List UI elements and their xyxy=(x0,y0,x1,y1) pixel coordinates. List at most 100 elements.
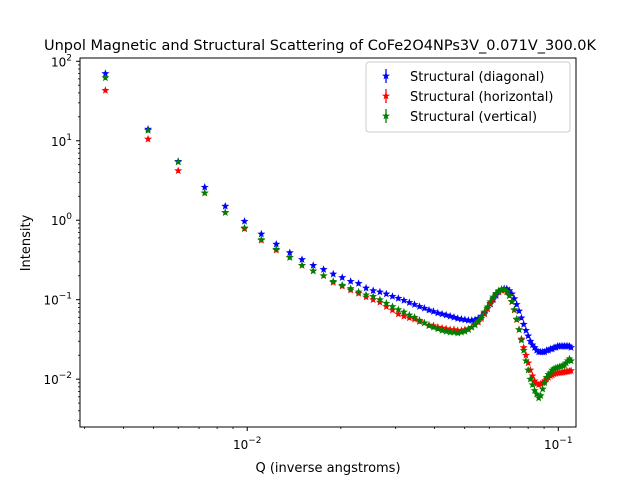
data-point xyxy=(515,306,524,315)
data-point xyxy=(467,323,476,331)
data-point xyxy=(528,380,537,389)
data-point xyxy=(471,315,480,324)
data-point xyxy=(530,376,539,385)
data-point xyxy=(433,324,442,333)
x-axis: 10−2 10−1 xyxy=(84,427,573,452)
data-point xyxy=(298,261,306,269)
data-point xyxy=(492,289,501,297)
data-point xyxy=(405,310,414,319)
legend-label: Structural (vertical) xyxy=(410,110,537,125)
data-point xyxy=(338,273,347,281)
data-point xyxy=(399,296,408,304)
chart-title: Unpol Magnetic and Structural Scattering… xyxy=(44,38,597,54)
data-point xyxy=(362,283,371,292)
data-point xyxy=(565,354,574,363)
data-point xyxy=(438,309,447,318)
data-point xyxy=(394,294,403,302)
data-point xyxy=(524,365,533,374)
data-point xyxy=(221,202,230,210)
legend: Structural (diagonal) Structural (horizon… xyxy=(365,61,571,133)
data-point xyxy=(464,316,473,324)
data-point xyxy=(524,358,533,367)
x-axis-label: Q (inverse angstroms) xyxy=(255,461,400,476)
data-point xyxy=(257,229,266,238)
data-point xyxy=(512,300,521,308)
data-point xyxy=(394,305,403,314)
data-point xyxy=(101,86,110,94)
data-point xyxy=(429,323,438,331)
data-point xyxy=(519,346,528,354)
data-point xyxy=(507,289,516,298)
data-point xyxy=(240,217,249,225)
data-point xyxy=(420,318,429,327)
data-point xyxy=(530,386,539,394)
series-2 xyxy=(101,73,576,402)
data-point xyxy=(174,157,183,166)
data-point xyxy=(425,305,433,314)
data-point xyxy=(382,289,391,298)
data-point xyxy=(410,313,419,321)
data-point xyxy=(521,351,530,359)
data-point xyxy=(567,343,576,351)
data-point xyxy=(101,73,110,82)
data-point xyxy=(415,316,424,324)
data-point xyxy=(285,248,294,257)
plot-frame xyxy=(79,57,577,428)
data-point xyxy=(309,266,318,275)
data-point xyxy=(453,314,462,322)
data-point xyxy=(375,287,384,296)
legend-entry: Structural (diagonal) xyxy=(382,69,544,85)
y-tick-label: 10−1 xyxy=(43,292,72,308)
data-point xyxy=(544,346,553,354)
legend-label: Structural (diagonal) xyxy=(410,70,544,85)
y-tick-label: 100 xyxy=(51,212,72,228)
data-point xyxy=(457,327,466,336)
data-point xyxy=(512,314,521,323)
data-point xyxy=(467,316,476,324)
y-tick-label: 102 xyxy=(51,53,72,69)
data-point xyxy=(521,326,530,334)
y-axis: 10−2 10−1 100 101 102 xyxy=(43,53,80,422)
y-tick-label: 101 xyxy=(51,133,72,149)
data-point xyxy=(528,340,537,349)
data-point xyxy=(257,235,266,244)
data-point xyxy=(526,374,535,383)
data-point xyxy=(410,300,419,308)
data-point xyxy=(510,294,519,303)
data-point xyxy=(565,341,574,350)
data-point xyxy=(471,320,480,328)
data-point xyxy=(494,286,503,295)
data-point xyxy=(510,305,519,314)
data-point xyxy=(382,302,391,310)
legend-marker xyxy=(382,91,390,100)
data-point xyxy=(548,344,557,353)
data-point xyxy=(144,134,153,143)
data-point xyxy=(515,325,524,334)
data-point xyxy=(438,326,447,334)
data-point xyxy=(405,313,414,322)
data-point xyxy=(388,292,397,300)
data-point xyxy=(502,287,511,295)
data-point xyxy=(174,166,183,175)
data-point xyxy=(480,307,489,316)
data-point xyxy=(329,277,338,285)
data-point xyxy=(477,312,486,321)
legend-marker xyxy=(382,71,390,80)
x-tick-label: 10−1 xyxy=(544,436,573,452)
data-point xyxy=(329,269,338,278)
data-marks xyxy=(101,69,576,402)
x-tick-label: 10−2 xyxy=(233,436,262,452)
data-point xyxy=(433,308,442,317)
data-point xyxy=(528,371,537,380)
data-point xyxy=(532,389,541,398)
data-point xyxy=(415,302,424,310)
data-point xyxy=(338,281,347,289)
data-point xyxy=(567,356,576,365)
data-point xyxy=(298,255,306,263)
data-point xyxy=(394,309,403,318)
data-point xyxy=(446,311,455,320)
data-point xyxy=(272,239,281,248)
data-point xyxy=(540,347,549,356)
data-point xyxy=(474,316,483,325)
